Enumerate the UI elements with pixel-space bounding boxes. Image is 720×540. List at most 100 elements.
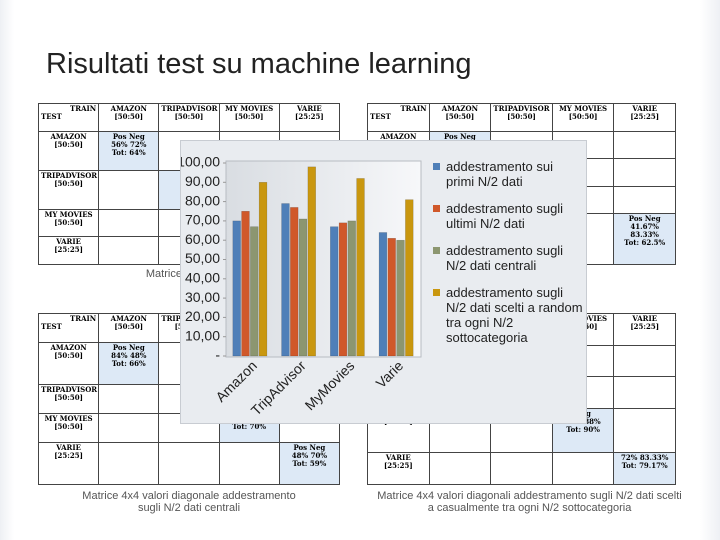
cell-line: 48% 70% [291,451,327,461]
y-tick-label: - [215,347,220,363]
cell-line: 41.67% 83.33% [630,222,659,240]
row-header: AMAZON[50:50] [37,130,100,171]
row-header: MY MOVIES[50:50] [37,208,100,238]
table-cell [613,185,676,215]
cell-line: [25:25] [630,322,660,331]
cell-line: [50:50] [54,178,83,188]
cell-line: [50:50] [568,112,598,121]
legend-item: addestramento sugli N/2 dati centrali [433,243,583,273]
cell-line: TRIPADVISOR [161,104,218,113]
cell-line: [50:50] [54,422,83,432]
table-cell: Pos Neg 56% 72% Tot: 64% [98,130,160,171]
cell-line: VARIE [632,104,658,113]
bar [241,211,250,357]
cell-line: AMAZON [110,104,147,113]
cell-line: Tot: 59% [292,459,327,469]
table-cell: 72% 83.33% Tot: 79.17% [613,452,676,485]
column-header: AMAZON[50:50] [98,312,160,344]
cell-line: 72% 83.33% [620,453,669,463]
legend: addestramento sui primi N/2 dati addestra… [433,159,583,357]
corner-cell: TRAIN TEST [37,103,100,132]
cell-line: Pos Neg [628,214,661,224]
y-tick-label: 30,00 [185,289,220,305]
corner-cell: TRAIN TEST [367,103,430,132]
cell-line: Matrice 4x4 valori diagonale addestramen… [82,490,296,502]
table-cell [98,383,160,415]
cell-line: AMAZON [380,131,417,141]
cell-line: [50:50] [234,112,264,121]
cell-line: Pos Neg [443,131,476,141]
corner-train: TRAIN [70,314,97,323]
cell-line: Tot: 79.17% [621,461,668,471]
cell-line: [50:50] [114,112,144,121]
corner-train: TRAIN [70,104,97,113]
column-header: MY MOVIES[50:50] [551,103,615,132]
legend-label: addestramento sugli ultimi N/2 dati [446,201,564,231]
cell-line: 84% 48% [111,351,147,361]
row-header: TRIPADVISOR[50:50] [37,169,100,210]
cell-line: Tot: 64% [111,147,146,157]
table-cell [613,130,676,160]
cell-line: [25:25] [630,112,660,121]
column-header: AMAZON[50:50] [428,103,492,132]
bar [387,238,396,357]
cell-line: [50:50] [54,392,83,402]
table-cell [613,376,676,409]
cell-line: [50:50] [174,112,204,121]
corner-test: TEST [41,112,62,121]
cell-line: [25:25] [295,112,324,121]
chart: - 10,00 20,00 30,00 40,00 50,00 60,00 70,00 80,0… [181,154,422,418]
cell-line: VARIE [297,104,322,113]
cell-line: AMAZON [441,104,478,113]
cell-line: a casualmente tra ogni N/2 sottocategori… [427,502,632,514]
cell-line: MY MOVIES [44,209,93,219]
cell-line: 56% 72% [111,139,147,149]
row-header: VARIE[25:25] [367,452,430,485]
legend-label: addestramento sui primi N/2 dati [446,159,553,189]
bar [338,222,348,357]
table-cell: Pos Neg 41.67% 83.33% Tot: 62.5% [613,213,676,265]
column-header: VARIE[25:25] [613,103,676,132]
bar [281,203,290,357]
table-cell [98,236,160,265]
row-header: VARIE[25:25] [37,442,100,485]
cell-line: TRIPADVISOR [41,384,98,394]
table-row: VARIE [25:25] 72% 83.33% Tot: 79.17% [367,452,676,485]
table-cell [428,452,492,485]
cell-line: Pos Neg [293,443,326,453]
y-tick-label: 70,00 [185,212,220,228]
bar [298,218,308,357]
cell-line: Tot: 66% [111,359,146,369]
bar [290,207,299,357]
column-header: VARIE[25:25] [613,313,676,346]
table-cell [551,452,615,485]
y-tick-label: 40,00 [185,270,220,286]
cell-line: [50:50] [54,139,83,149]
row-header: MY MOVIES[50:50] [37,413,100,444]
y-tick-label: 10,00 [185,327,220,343]
bar [378,232,388,357]
cell-line: Tot: 62.5% [624,238,666,248]
table-cell [613,344,676,378]
x-tick-label: Varie [373,357,407,391]
cell-line: Pos Neg [112,131,145,141]
cell-line: MY MOVIES [44,414,93,424]
y-tick-label: 60,00 [185,231,220,247]
y-tick-label: 20,00 [185,308,220,324]
cell-line: sugli N/2 dati centrali [137,502,241,514]
bar [396,239,405,357]
table-cell [218,442,280,485]
x-tick-label: Amazon [212,357,260,405]
corner-train: TRAIN [400,104,427,113]
chart-panel: - 10,00 20,00 30,00 40,00 50,00 60,00 70,00 80,0… [180,140,587,424]
legend-swatch [433,289,440,296]
legend-item: addestramento sugli ultimi N/2 dati [433,201,583,231]
cell-line: VARIE [385,453,411,463]
column-header: MY MOVIES[50:50] [218,103,280,132]
column-header: TRIPADVISOR[50:50] [490,103,553,132]
cell-line: [25:25] [383,461,413,471]
y-tick-label: 50,00 [185,250,220,266]
slide-title: Risultati test su machine learning [46,48,472,80]
